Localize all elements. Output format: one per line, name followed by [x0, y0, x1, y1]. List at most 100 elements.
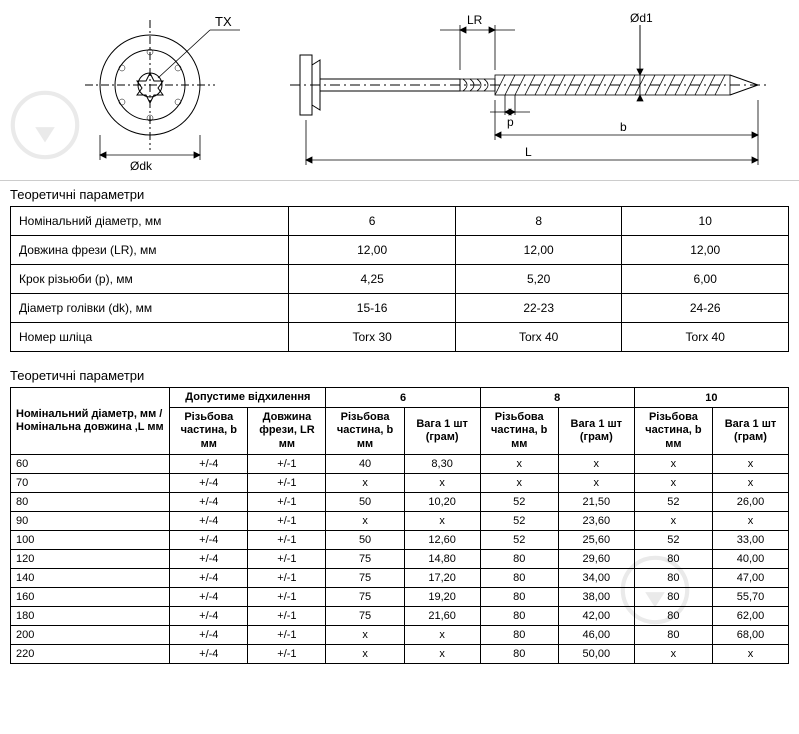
- cell: 19,20: [404, 587, 480, 606]
- t2-sub-w-8: Вага 1 шт (грам): [558, 408, 634, 455]
- d1-text: Ød1: [630, 11, 653, 25]
- cell: +/-1: [248, 473, 326, 492]
- cell: +/-4: [170, 625, 248, 644]
- tx-text: TX: [215, 14, 232, 29]
- lr-dim: [440, 25, 515, 70]
- cell: +/-1: [248, 606, 326, 625]
- cell: 14,80: [404, 549, 480, 568]
- head-front-view: [85, 20, 215, 150]
- cell: x: [712, 644, 788, 663]
- cell: +/-1: [248, 644, 326, 663]
- cell: 80: [480, 625, 558, 644]
- t2-nom-header: Номінальний діаметр, мм / Номінальна дов…: [11, 388, 170, 455]
- cell: x: [712, 511, 788, 530]
- cell: 80: [634, 568, 712, 587]
- t2-sub-b: Різьбова частина, b мм: [170, 408, 248, 455]
- cell: 10: [622, 207, 789, 236]
- l-dim: [306, 120, 758, 165]
- dk-text: Ødk: [130, 159, 153, 173]
- table-row: 200+/-4+/-1xx8046,008068,00: [11, 625, 789, 644]
- cell: 52: [480, 530, 558, 549]
- cell: 62,00: [712, 606, 788, 625]
- diagram-svg: TX Ødk LR: [0, 0, 799, 180]
- cell: 220: [11, 644, 170, 663]
- cell: 40: [326, 454, 404, 473]
- cell: 50: [326, 530, 404, 549]
- cell: +/-1: [248, 587, 326, 606]
- table-row: 180+/-4+/-17521,608042,008062,00: [11, 606, 789, 625]
- cell: 55,70: [712, 587, 788, 606]
- cell: 17,20: [404, 568, 480, 587]
- cell: x: [712, 454, 788, 473]
- cell: x: [326, 473, 404, 492]
- cell: 21,50: [558, 492, 634, 511]
- cell: 68,00: [712, 625, 788, 644]
- cell: 47,00: [712, 568, 788, 587]
- cell: 80: [634, 625, 712, 644]
- p-text: p: [507, 115, 514, 129]
- row-label: Номер шліца: [11, 323, 289, 352]
- cell: 38,00: [558, 587, 634, 606]
- cell: 140: [11, 568, 170, 587]
- cell: x: [634, 511, 712, 530]
- side-view: [290, 55, 770, 115]
- cell: 80: [480, 644, 558, 663]
- table-row: 100+/-4+/-15012,605225,605233,00: [11, 530, 789, 549]
- cell: 8: [455, 207, 622, 236]
- cell: x: [326, 644, 404, 663]
- table-row: 220+/-4+/-1xx8050,00xx: [11, 644, 789, 663]
- cell: +/-1: [248, 530, 326, 549]
- cell: x: [326, 625, 404, 644]
- cell: 75: [326, 587, 404, 606]
- cell: Torx 40: [455, 323, 622, 352]
- cell: +/-1: [248, 454, 326, 473]
- cell: 15-16: [289, 294, 456, 323]
- cell: +/-1: [248, 511, 326, 530]
- t2-sub-w-10: Вага 1 шт (грам): [712, 408, 788, 455]
- l-text: L: [525, 145, 532, 159]
- cell: 100: [11, 530, 170, 549]
- cell: 12,00: [622, 236, 789, 265]
- lr-text: LR: [467, 13, 483, 27]
- cell: +/-1: [248, 492, 326, 511]
- t2-sub-bb-6: Різьбова частина, b мм: [326, 408, 404, 455]
- cell: x: [404, 511, 480, 530]
- cell: +/-4: [170, 492, 248, 511]
- cell: 75: [326, 549, 404, 568]
- cell: Torx 30: [289, 323, 456, 352]
- table-row: 60+/-4+/-1408,30xxxx: [11, 454, 789, 473]
- cell: 80: [480, 549, 558, 568]
- parameters-table-2: Номінальний діаметр, мм / Номінальна дов…: [10, 387, 789, 664]
- cell: 12,00: [455, 236, 622, 265]
- cell: 5,20: [455, 265, 622, 294]
- cell: 80: [634, 549, 712, 568]
- cell: x: [634, 473, 712, 492]
- t2-sub-bb-10: Різьбова частина, b мм: [634, 408, 712, 455]
- cell: +/-4: [170, 511, 248, 530]
- cell: 80: [634, 587, 712, 606]
- cell: 120: [11, 549, 170, 568]
- cell: +/-4: [170, 568, 248, 587]
- cell: 52: [480, 511, 558, 530]
- cell: 75: [326, 606, 404, 625]
- p-dim: [490, 95, 530, 115]
- tx-label: [158, 30, 240, 78]
- cell: 6,00: [622, 265, 789, 294]
- table-row: Номінальний діаметр, мм6810: [11, 207, 789, 236]
- t2-sub-bb-8: Різьбова частина, b мм: [480, 408, 558, 455]
- cell: x: [404, 625, 480, 644]
- cell: 25,60: [558, 530, 634, 549]
- cell: 12,60: [404, 530, 480, 549]
- cell: +/-1: [248, 549, 326, 568]
- cell: 80: [480, 587, 558, 606]
- cell: 46,00: [558, 625, 634, 644]
- cell: 26,00: [712, 492, 788, 511]
- cell: x: [634, 644, 712, 663]
- table-row: 140+/-4+/-17517,208034,008047,00: [11, 568, 789, 587]
- cell: x: [404, 473, 480, 492]
- cell: +/-4: [170, 530, 248, 549]
- cell: 80: [634, 606, 712, 625]
- table-row: Довжина фрези (LR), мм12,0012,0012,00: [11, 236, 789, 265]
- cell: 8,30: [404, 454, 480, 473]
- cell: x: [558, 454, 634, 473]
